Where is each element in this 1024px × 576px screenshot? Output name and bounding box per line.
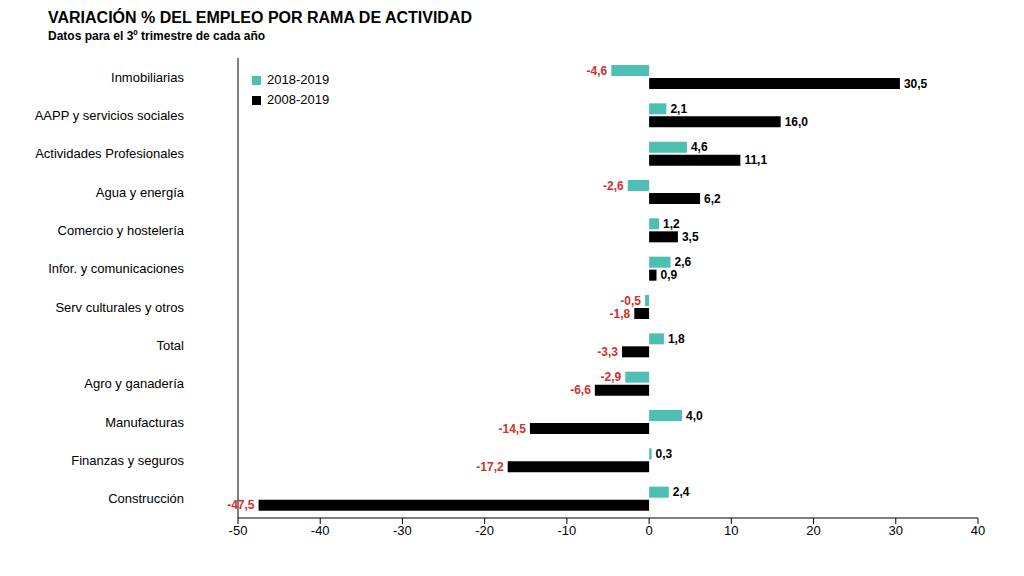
html-text:2018-2019: 2018-2019	[267, 72, 330, 87]
svg-text:-2,6: -2,6	[603, 179, 624, 193]
svg-text:Actividades Profesionales: Actividades Profesionales	[35, 146, 184, 161]
svg-text:2,4: 2,4	[673, 485, 690, 499]
svg-text:-10: -10	[557, 523, 576, 538]
svg-text:0,3: 0,3	[656, 447, 673, 461]
svg-text:10: 10	[724, 523, 738, 538]
svg-text:40: 40	[971, 523, 985, 538]
svg-text:-2,9: -2,9	[601, 370, 622, 384]
svg-text:0: 0	[645, 523, 652, 538]
svg-text:-40: -40	[311, 523, 330, 538]
svg-text:1,2: 1,2	[663, 217, 680, 231]
svg-text:1,8: 1,8	[668, 332, 685, 346]
html-text:VARIACIÓN % DEL EMPLEO POR RAM: VARIACIÓN % DEL EMPLEO POR RAMA DE ACTIV…	[48, 9, 472, 26]
svg-text:Agua y energía: Agua y energía	[96, 185, 185, 200]
svg-text:0,9: 0,9	[661, 268, 678, 282]
svg-text:16,0: 16,0	[785, 115, 809, 129]
svg-text:2,6: 2,6	[674, 255, 691, 269]
svg-text:4,6: 4,6	[691, 140, 708, 154]
svg-text:6,2: 6,2	[704, 192, 721, 206]
svg-text:Finanzas y seguros: Finanzas y seguros	[71, 453, 184, 468]
svg-text:-50: -50	[229, 523, 248, 538]
svg-text:11,1: 11,1	[744, 153, 767, 167]
svg-text:Infor. y comunicaciones: Infor. y comunicaciones	[48, 261, 184, 276]
svg-text:3,5: 3,5	[682, 230, 699, 244]
svg-text:Total: Total	[157, 338, 185, 353]
svg-text:-1,8: -1,8	[610, 307, 631, 321]
svg-text:4,0: 4,0	[686, 409, 703, 423]
svg-text:-17,2: -17,2	[476, 460, 504, 474]
svg-text:-4,6: -4,6	[587, 64, 608, 78]
svg-text:20: 20	[806, 523, 820, 538]
svg-text:-3,3: -3,3	[597, 345, 618, 359]
svg-text:30: 30	[889, 523, 903, 538]
svg-text:Serv culturales y otros: Serv culturales y otros	[55, 300, 184, 315]
svg-text:-47,5: -47,5	[227, 498, 255, 512]
svg-text:-30: -30	[393, 523, 412, 538]
svg-text:Construcción: Construcción	[108, 491, 184, 506]
svg-text:-14,5: -14,5	[499, 422, 527, 436]
svg-text:Inmobiliarias: Inmobiliarias	[111, 70, 184, 85]
svg-text:30,5: 30,5	[904, 77, 928, 91]
html-text:2008-2019: 2008-2019	[267, 92, 330, 107]
svg-text:Comercio y hostelería: Comercio y hostelería	[58, 223, 185, 238]
svg-text:Manufacturas: Manufacturas	[105, 415, 184, 430]
svg-text:2,1: 2,1	[670, 102, 687, 116]
svg-text:-6,6: -6,6	[570, 383, 591, 397]
svg-text:-20: -20	[475, 523, 494, 538]
svg-text:Agro y ganadería: Agro y ganadería	[84, 376, 185, 391]
svg-text:-0,5: -0,5	[620, 294, 641, 308]
svg-text:AAPP y servicios sociales: AAPP y servicios sociales	[35, 108, 185, 123]
html-text:Datos para el 3º trimestre de: Datos para el 3º trimestre de cada año	[48, 29, 266, 43]
